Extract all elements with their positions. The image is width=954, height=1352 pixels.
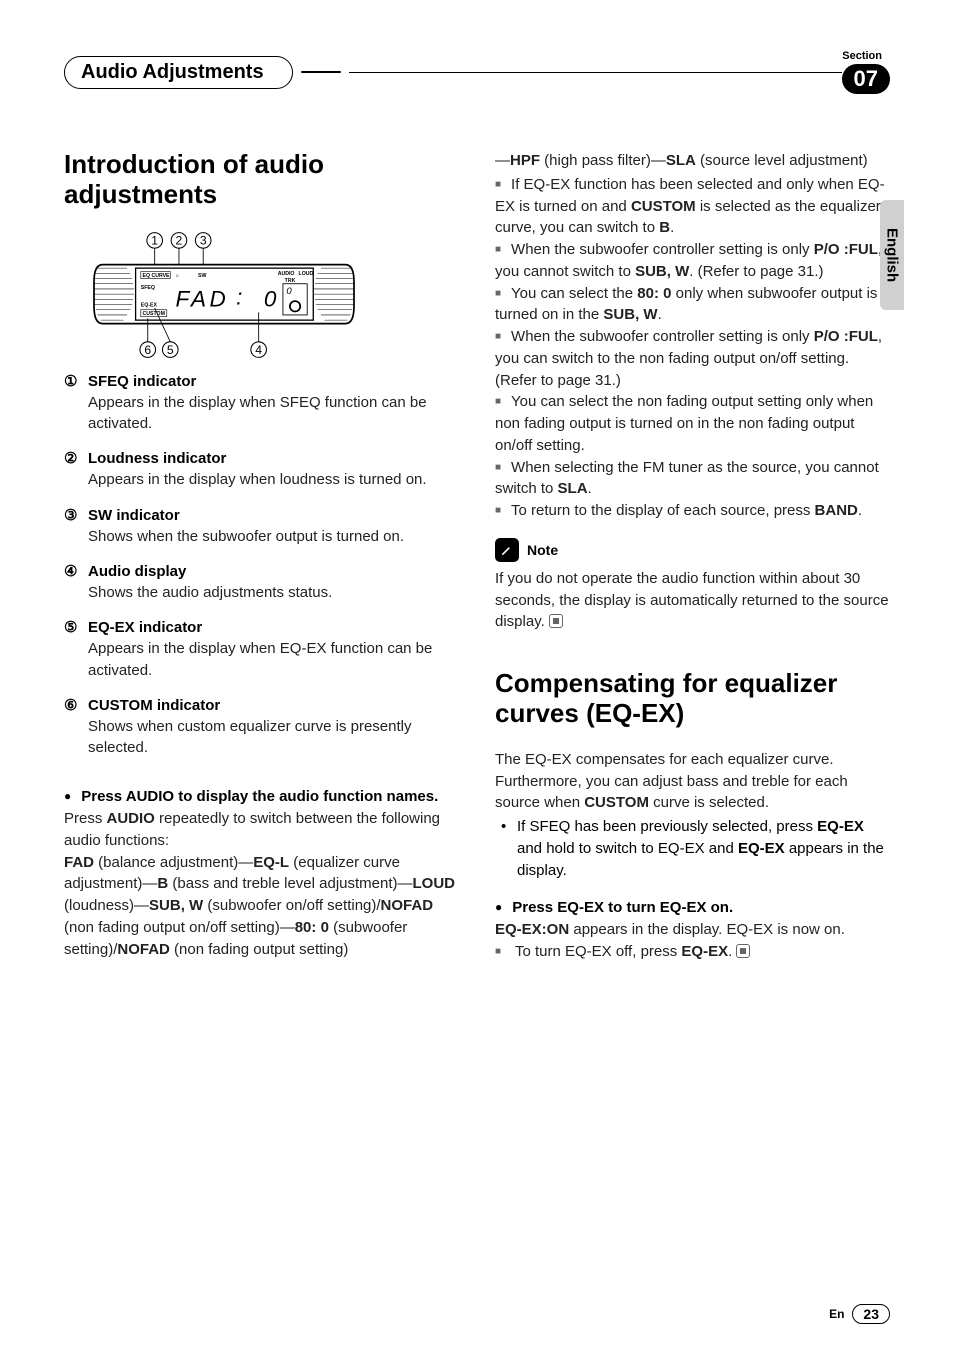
indicator-title: SFEQ indicator	[88, 371, 196, 392]
indicator-desc: Shows when the subwoofer output is turne…	[64, 526, 459, 547]
svg-text:4: 4	[255, 343, 262, 357]
indicator-item: ⑥CUSTOM indicator Shows when custom equa…	[64, 695, 459, 759]
section-badge: 07	[842, 64, 890, 94]
page-number: 23	[852, 1304, 890, 1324]
indicator-title: Audio display	[88, 561, 186, 582]
indicator-desc: Shows the audio adjustments status.	[64, 582, 459, 603]
callout-1: 1	[151, 234, 158, 248]
header-rule	[301, 71, 341, 73]
note-bullet: You can select the 80: 0 only when subwo…	[495, 283, 890, 327]
svg-text:CUSTOM: CUSTOM	[143, 311, 165, 317]
svg-text:AUDIO: AUDIO	[278, 271, 295, 277]
language-tab: English	[880, 200, 904, 310]
disc-bullet: If SFEQ has been previously selected, pr…	[495, 816, 890, 881]
svg-text::: :	[236, 284, 246, 309]
page-header: Audio Adjustments Section 07	[64, 50, 890, 94]
note-body: If you do not operate the audio function…	[495, 568, 890, 633]
indicator-title: CUSTOM indicator	[88, 695, 220, 716]
indicator-desc: Appears in the display when SFEQ functio…	[64, 392, 459, 435]
end-mark-icon	[549, 614, 563, 628]
left-column: Introduction of audio adjustments 1 2 3	[64, 150, 459, 963]
svg-text:EQ CURVE: EQ CURVE	[143, 273, 171, 279]
note-bullet: To return to the display of each source,…	[495, 500, 890, 522]
section-label: Section	[842, 50, 882, 62]
indicator-desc: Shows when custom equalizer curve is pre…	[64, 716, 459, 759]
svg-text:⌂: ⌂	[175, 273, 178, 279]
indicator-item: ①SFEQ indicator Appears in the display w…	[64, 371, 459, 435]
svg-text:LOUD: LOUD	[299, 271, 314, 277]
display-diagram: 1 2 3	[64, 230, 384, 360]
indicator-desc: Appears in the display when EQ-EX functi…	[64, 638, 459, 681]
note-heading: Note	[495, 538, 890, 562]
svg-text:6: 6	[144, 343, 151, 357]
eqex-body: The EQ-EX compensates for each equalizer…	[495, 749, 890, 814]
step-body: Press AUDIO repeatedly to switch between…	[64, 808, 459, 852]
indicator-item: ⑤EQ-EX indicator Appears in the display …	[64, 617, 459, 681]
svg-text:0: 0	[264, 286, 280, 311]
indicator-title: Loudness indicator	[88, 448, 226, 469]
callout-2: 2	[176, 234, 183, 248]
page-footer: En 23	[829, 1304, 890, 1324]
section-title-pill: Audio Adjustments	[64, 56, 293, 89]
indicator-item: ②Loudness indicator Appears in the displ…	[64, 448, 459, 490]
note-label: Note	[527, 542, 558, 558]
indicator-item: ③SW indicator Shows when the subwoofer o…	[64, 505, 459, 547]
section-number-block: Section 07	[842, 50, 890, 94]
svg-text:FAD: FAD	[175, 286, 229, 311]
note-bullet: When the subwoofer controller setting is…	[495, 239, 890, 283]
svg-text:TRK: TRK	[285, 278, 296, 284]
pencil-icon	[495, 538, 519, 562]
svg-text:EQ-EX: EQ-EX	[141, 302, 158, 308]
svg-text:SFEQ: SFEQ	[141, 285, 155, 291]
header-rule	[349, 72, 842, 73]
end-mark-icon	[736, 944, 750, 958]
eqex-step-heading: Press EQ-EX to turn EQ-EX on.	[495, 897, 890, 919]
note-bullet: When selecting the FM tuner as the sourc…	[495, 457, 890, 501]
indicator-title: SW indicator	[88, 505, 180, 526]
footer-lang: En	[829, 1307, 844, 1321]
svg-text:SW: SW	[198, 273, 206, 279]
svg-text:0: 0	[286, 286, 292, 297]
language-label: English	[884, 228, 901, 282]
note-bullet: If EQ-EX function has been selected and …	[495, 174, 890, 239]
callout-3: 3	[200, 234, 207, 248]
right-column: —HPF (high pass filter)—SLA (source leve…	[495, 150, 890, 963]
intro-heading: Introduction of audio adjustments	[64, 150, 459, 210]
eqex-off-note: To turn EQ-EX off, press EQ-EX.	[495, 941, 890, 963]
step-heading: Press AUDIO to display the audio functio…	[64, 786, 459, 808]
eqex-heading: Compensating for equalizer curves (EQ-EX…	[495, 669, 890, 729]
indicator-title: EQ-EX indicator	[88, 617, 202, 638]
note-bullet: When the subwoofer controller setting is…	[495, 326, 890, 391]
indicator-item: ④Audio display Shows the audio adjustmen…	[64, 561, 459, 603]
note-bullet: You can select the non fading output set…	[495, 391, 890, 456]
function-list: FAD (balance adjustment)—EQ-L (equalizer…	[64, 852, 459, 961]
svg-text:5: 5	[167, 343, 174, 357]
indicator-list: ①SFEQ indicator Appears in the display w…	[64, 371, 459, 759]
eqex-step-body: EQ-EX:ON appears in the display. EQ-EX i…	[495, 919, 890, 941]
indicator-desc: Appears in the display when loudness is …	[64, 469, 459, 490]
continuation-text: —HPF (high pass filter)—SLA (source leve…	[495, 150, 890, 172]
